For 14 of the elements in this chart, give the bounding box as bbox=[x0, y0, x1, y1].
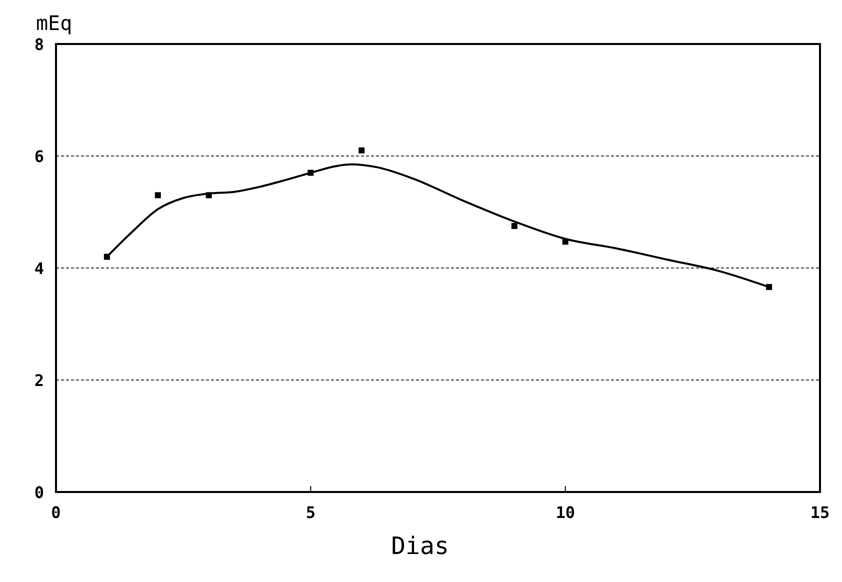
y-axis-title: mEq bbox=[36, 11, 72, 35]
y-tick-label: 2 bbox=[34, 371, 44, 390]
x-tick-label: 10 bbox=[556, 503, 575, 522]
point bbox=[511, 223, 518, 229]
point bbox=[154, 192, 161, 198]
point bbox=[358, 147, 365, 154]
y-tick-label: 4 bbox=[34, 259, 44, 278]
y-tick-label: 8 bbox=[34, 35, 44, 54]
y-tick-label: 0 bbox=[34, 483, 44, 502]
y-tick-label: 6 bbox=[34, 147, 44, 166]
x-tick-label: 0 bbox=[51, 503, 61, 522]
x-axis-title: Dias bbox=[391, 532, 449, 560]
x-tick-label: 15 bbox=[810, 503, 830, 522]
x-tick-label: 5 bbox=[306, 503, 316, 522]
